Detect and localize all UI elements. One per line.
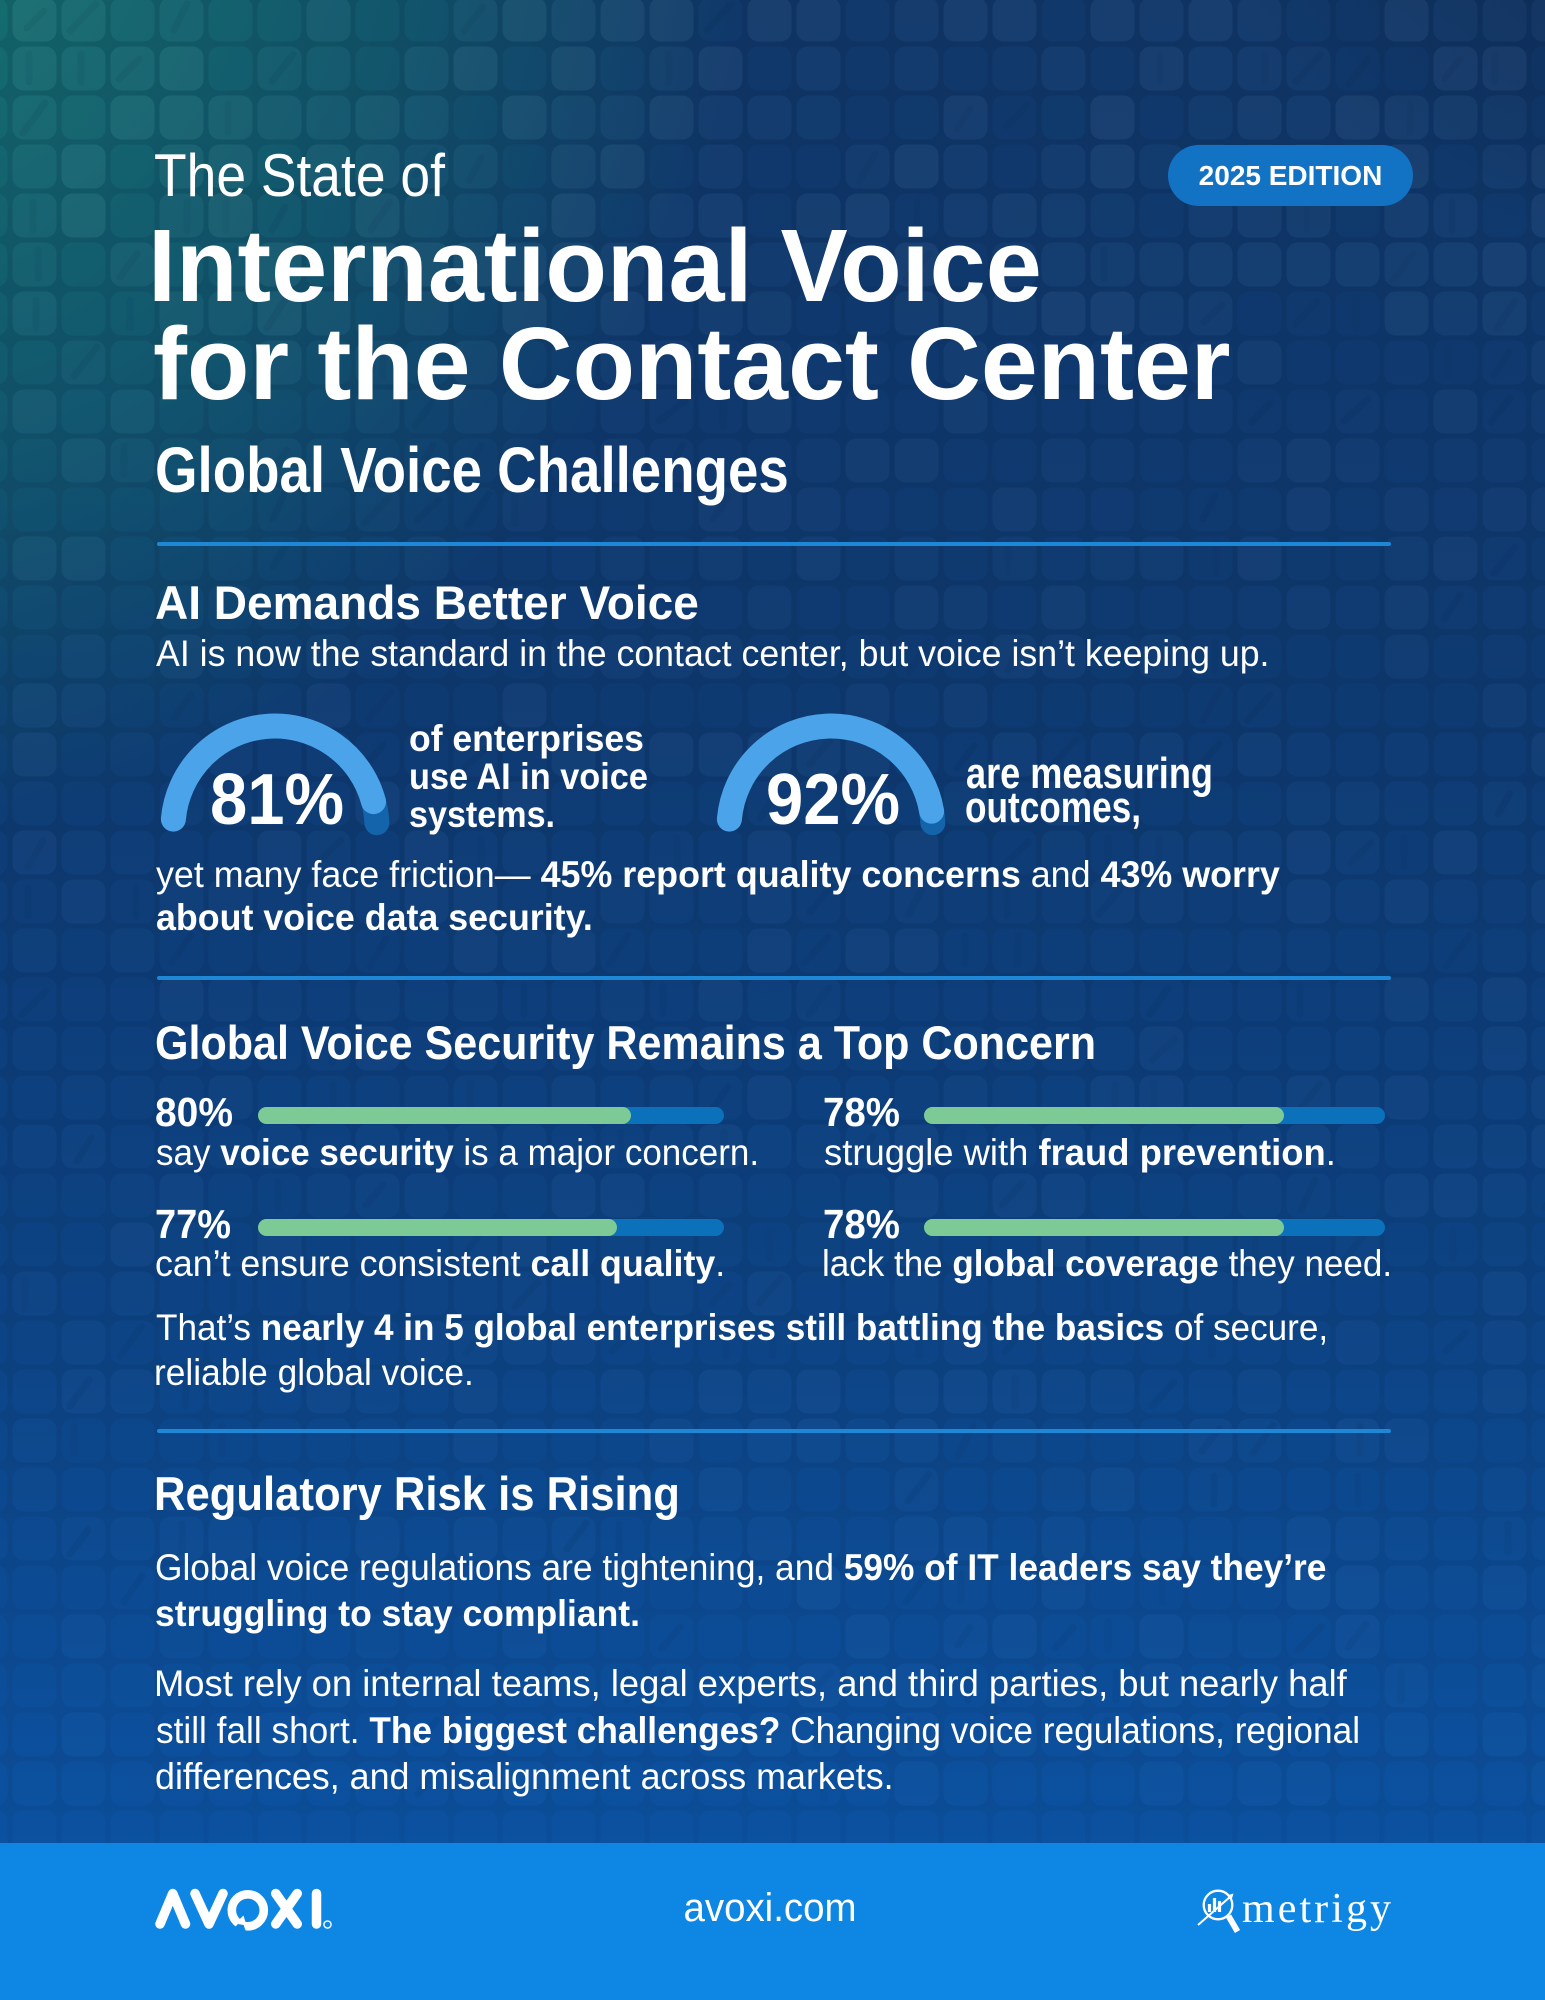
- svg-text:metrigy: metrigy: [1242, 1886, 1391, 1932]
